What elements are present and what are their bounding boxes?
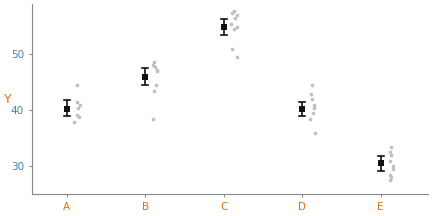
Point (75, 106, 82, 109)
Point (386, 151, 393, 154)
Point (309, 83, 316, 87)
Point (311, 131, 318, 134)
Point (151, 89, 158, 92)
Point (388, 176, 394, 179)
Point (389, 165, 396, 168)
Point (73, 83, 80, 87)
Point (387, 145, 394, 148)
Point (76, 103, 83, 106)
Point (299, 107, 306, 110)
Point (231, 9, 238, 13)
Point (152, 83, 159, 87)
Point (64, 107, 70, 110)
Point (307, 117, 314, 121)
Point (142, 75, 149, 79)
Point (387, 173, 394, 176)
Point (220, 25, 227, 28)
Point (388, 153, 395, 157)
Point (151, 65, 158, 68)
Point (149, 117, 156, 121)
Point (311, 106, 318, 109)
Point (154, 68, 161, 71)
Point (310, 103, 317, 106)
Point (229, 47, 235, 51)
Point (386, 159, 393, 162)
Point (71, 120, 78, 123)
Point (230, 28, 237, 31)
Point (151, 60, 158, 64)
Point (153, 70, 160, 73)
Point (228, 22, 235, 25)
Point (233, 14, 240, 17)
Point (309, 111, 316, 115)
Point (229, 11, 236, 14)
Point (309, 97, 316, 101)
Point (233, 25, 240, 28)
Point (377, 162, 384, 165)
Point (307, 92, 314, 95)
Point (390, 167, 397, 171)
Y-axis label: Y: Y (4, 93, 12, 106)
Point (149, 63, 156, 66)
Point (73, 113, 80, 117)
Point (75, 115, 82, 119)
Point (233, 56, 240, 59)
Point (387, 178, 394, 182)
Point (231, 16, 238, 20)
Point (74, 100, 81, 104)
